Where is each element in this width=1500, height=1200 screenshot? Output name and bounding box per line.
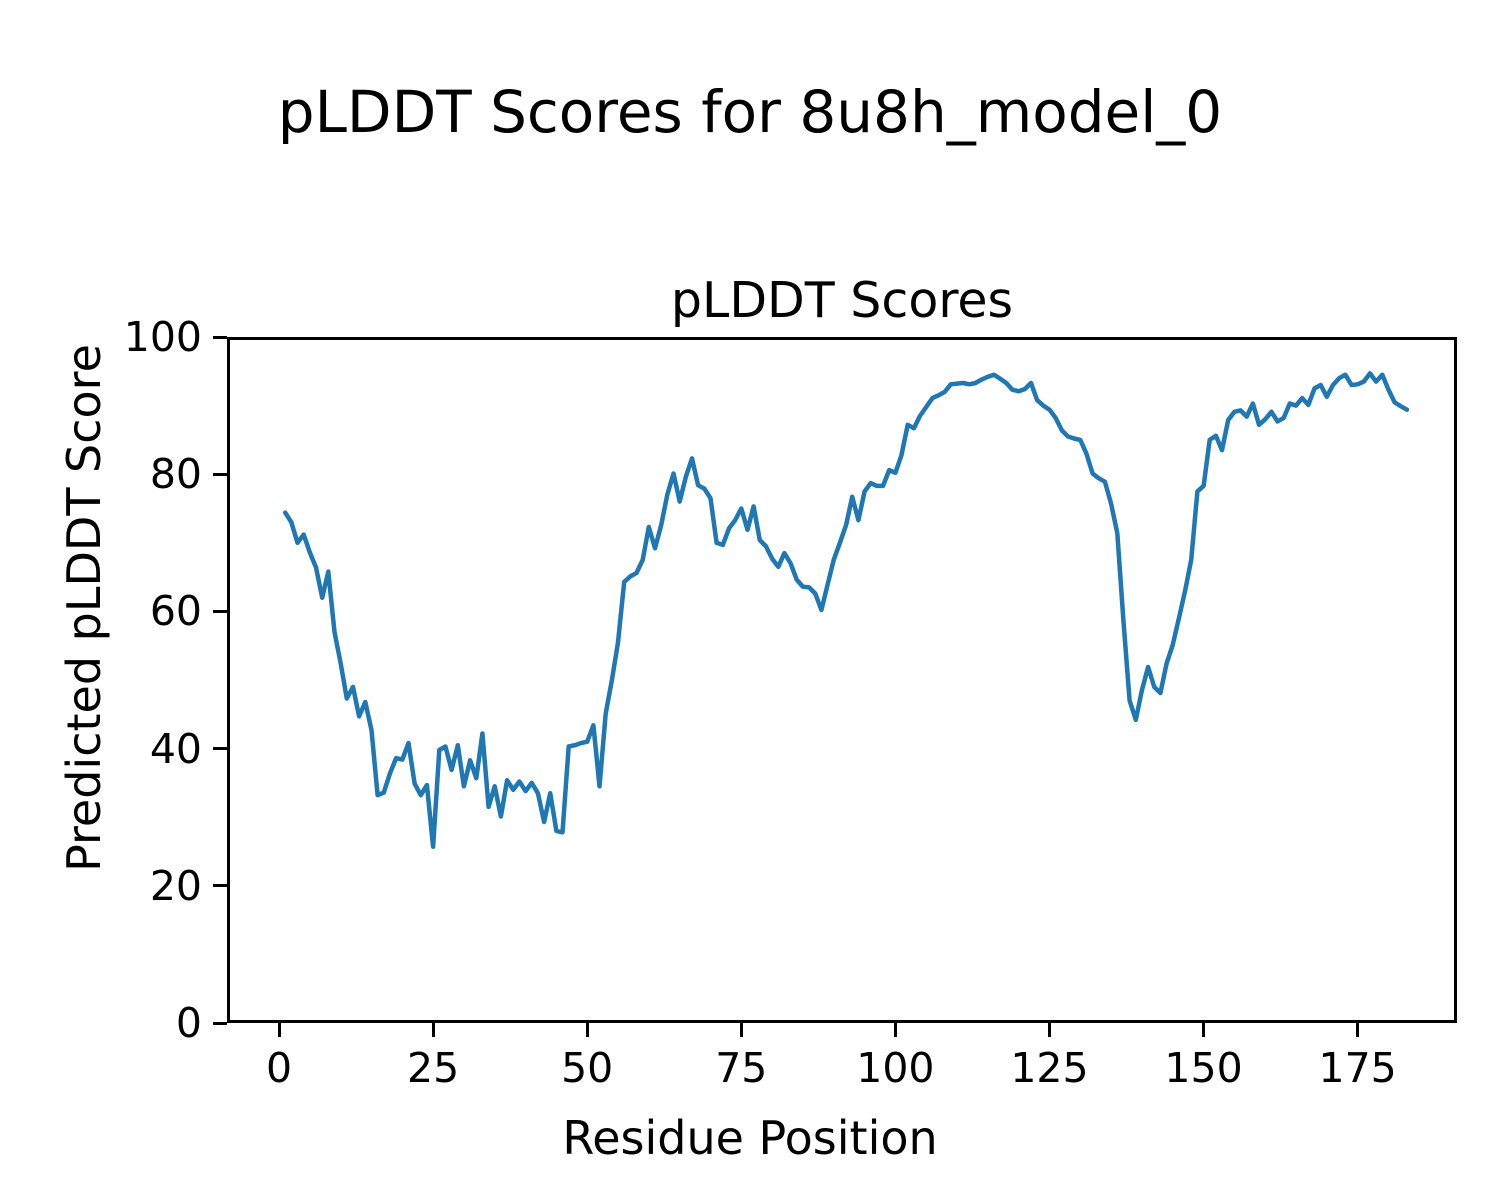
x-tick-mark (739, 1023, 743, 1037)
y-tick-label: 100 (123, 313, 202, 361)
x-tick-mark (585, 1023, 589, 1037)
x-tick-label: 175 (1318, 1044, 1397, 1092)
y-tick-mark (213, 884, 227, 888)
x-tick-mark (431, 1023, 435, 1037)
plot-area (227, 337, 1457, 1023)
y-tick-mark (213, 609, 227, 613)
figure-title: pLDDT Scores for 8u8h_model_0 (277, 78, 1223, 146)
y-tick-mark (213, 472, 227, 476)
x-tick-label: 150 (1164, 1044, 1243, 1092)
y-tick-label: 60 (149, 587, 202, 636)
line-chart-svg (282, 371, 1410, 849)
x-tick-mark (893, 1023, 897, 1037)
y-tick-mark (213, 335, 227, 339)
x-axis-label: Residue Position (562, 1111, 938, 1165)
y-tick-mark (213, 747, 227, 751)
y-tick-label: 80 (149, 450, 202, 499)
x-tick-label: 0 (265, 1044, 293, 1092)
y-tick-label: 40 (149, 724, 202, 773)
x-tick-label: 50 (561, 1044, 614, 1092)
x-tick-label: 25 (407, 1044, 460, 1092)
x-tick-mark (1047, 1023, 1051, 1037)
y-tick-label: 0 (175, 999, 202, 1047)
x-tick-label: 100 (856, 1044, 935, 1092)
x-tick-mark (1202, 1023, 1206, 1037)
x-tick-label: 125 (1010, 1044, 1089, 1092)
y-tick-mark (213, 1021, 227, 1025)
y-tick-label: 20 (149, 861, 202, 910)
plddt-line (282, 371, 1410, 849)
x-tick-mark (277, 1023, 281, 1037)
chart-title: pLDDT Scores (670, 272, 1014, 329)
x-tick-mark (1356, 1023, 1360, 1037)
x-tick-label: 75 (715, 1044, 768, 1092)
